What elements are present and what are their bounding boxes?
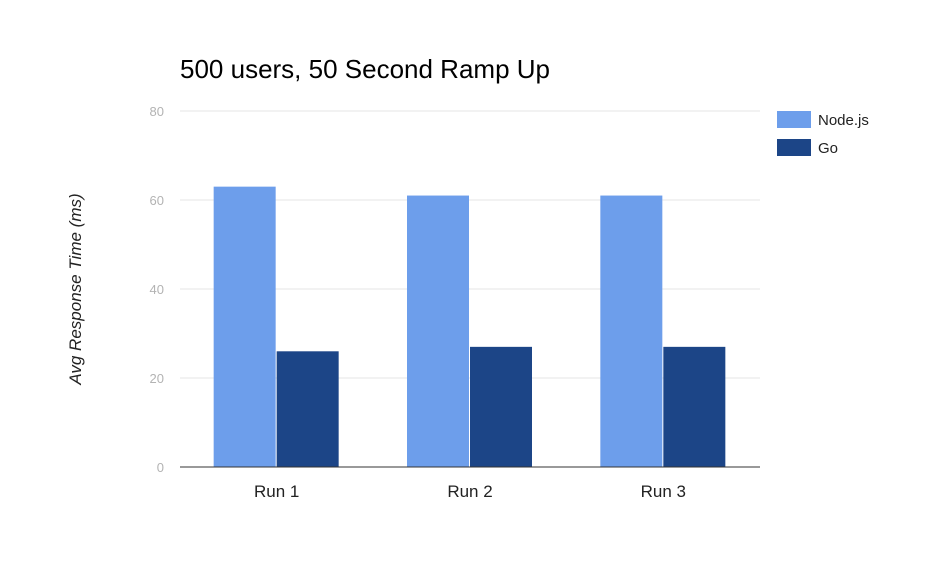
category-label: Run 2 bbox=[447, 482, 492, 501]
y-tick-labels: 0 20 40 60 80 bbox=[150, 104, 164, 475]
legend-label: Go bbox=[818, 140, 838, 157]
category-labels: Run 1 Run 2 Run 3 bbox=[254, 482, 686, 501]
y-tick-label: 40 bbox=[150, 282, 164, 297]
y-axis-label: Avg Response Time (ms) bbox=[66, 193, 85, 385]
bar-go-1 bbox=[276, 351, 339, 467]
y-tick-label: 80 bbox=[150, 104, 164, 119]
legend-swatch bbox=[777, 111, 811, 128]
bar-go-3 bbox=[663, 346, 726, 467]
bar-node-js-3 bbox=[600, 195, 663, 468]
legend: Node.js Go bbox=[777, 111, 869, 157]
bar-go-2 bbox=[470, 346, 532, 467]
chart-title: 500 users, 50 Second Ramp Up bbox=[180, 54, 550, 84]
bar-node-js-2 bbox=[407, 195, 469, 468]
legend-label: Node.js bbox=[818, 112, 869, 129]
category-label: Run 1 bbox=[254, 482, 299, 501]
legend-swatch bbox=[777, 139, 811, 156]
y-tick-label: 60 bbox=[150, 193, 164, 208]
category-label: Run 3 bbox=[641, 482, 686, 501]
bar-node-js-1 bbox=[213, 186, 276, 467]
y-tick-label: 20 bbox=[150, 371, 164, 386]
bars bbox=[213, 186, 726, 468]
y-tick-label: 0 bbox=[157, 460, 164, 475]
